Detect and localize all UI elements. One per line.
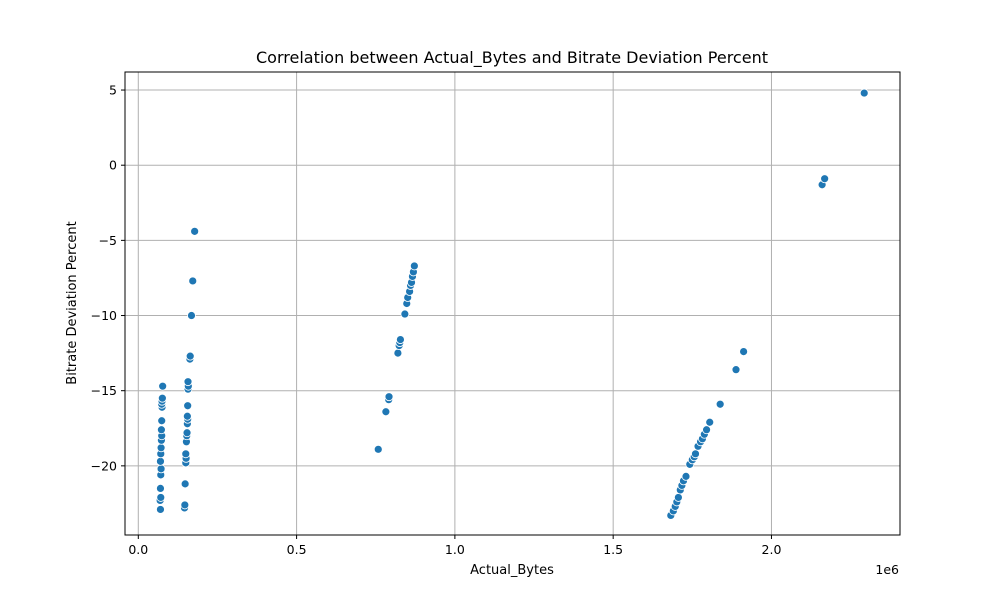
data-point	[156, 493, 166, 502]
data-point	[715, 399, 725, 409]
data-point	[158, 381, 168, 391]
grid-lines	[125, 72, 900, 535]
data-point	[182, 428, 192, 438]
y-tick-label: −20	[91, 458, 117, 473]
chart-title: Correlation between Actual_Bytes and Bit…	[256, 48, 768, 68]
data-point	[185, 351, 195, 361]
y-tick-label: 0	[109, 158, 117, 173]
data-point	[859, 88, 869, 98]
data-point	[702, 425, 711, 435]
data-point	[396, 335, 405, 344]
data-point	[705, 417, 715, 427]
data-point	[393, 348, 403, 358]
data-point	[157, 393, 167, 403]
data-point	[373, 444, 383, 454]
data-point	[381, 407, 391, 417]
data-point	[739, 347, 749, 357]
x-tick-label: 1.5	[603, 542, 623, 557]
data-point	[731, 365, 741, 375]
x-tick-label: 0.0	[128, 542, 148, 557]
x-axis-label: Actual_Bytes	[470, 563, 554, 578]
data-point	[157, 416, 167, 426]
data-point	[156, 505, 165, 514]
data-point	[156, 443, 166, 453]
x-tick-label: 0.5	[287, 542, 307, 557]
y-tick-label: −5	[99, 233, 117, 248]
data-point	[156, 456, 165, 466]
y-axis-label: Bitrate Deviation Percent	[65, 221, 80, 384]
axis-ticks: 0.0 0.5 1.0 1.5 2.0 5 0 −5 −10 −15 −20	[91, 83, 782, 557]
data-point	[183, 401, 193, 411]
y-tick-label: −10	[91, 308, 117, 323]
data-point	[156, 464, 166, 474]
data-point	[187, 311, 196, 320]
data-point	[400, 309, 410, 319]
data-point	[820, 174, 830, 184]
data-point	[384, 392, 394, 402]
data-point	[157, 425, 166, 435]
data-point	[182, 411, 192, 421]
data-point	[188, 276, 198, 286]
data-point	[156, 483, 165, 493]
y-tick-label: −15	[91, 383, 117, 398]
x-tick-label: 1.0	[445, 542, 465, 557]
data-point	[190, 226, 200, 236]
data-point	[691, 449, 700, 459]
y-tick-label: 5	[109, 83, 117, 98]
data-points	[155, 88, 869, 520]
data-point	[409, 261, 419, 271]
data-point	[181, 449, 191, 459]
data-point	[673, 493, 683, 502]
x-tick-label: 2.0	[762, 542, 782, 557]
plot-frame	[124, 71, 901, 536]
data-point	[180, 500, 190, 510]
data-point	[180, 479, 190, 489]
data-point	[183, 377, 193, 387]
data-point	[681, 471, 691, 481]
x-axis-offset-text: 1e6	[875, 562, 899, 577]
